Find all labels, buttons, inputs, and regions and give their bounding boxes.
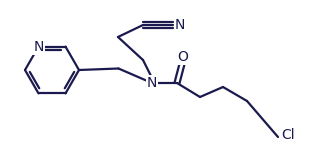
Text: O: O	[177, 50, 188, 64]
Text: N: N	[147, 76, 157, 90]
Text: N: N	[33, 40, 44, 54]
Text: N: N	[175, 18, 185, 32]
Text: Cl: Cl	[281, 128, 295, 142]
